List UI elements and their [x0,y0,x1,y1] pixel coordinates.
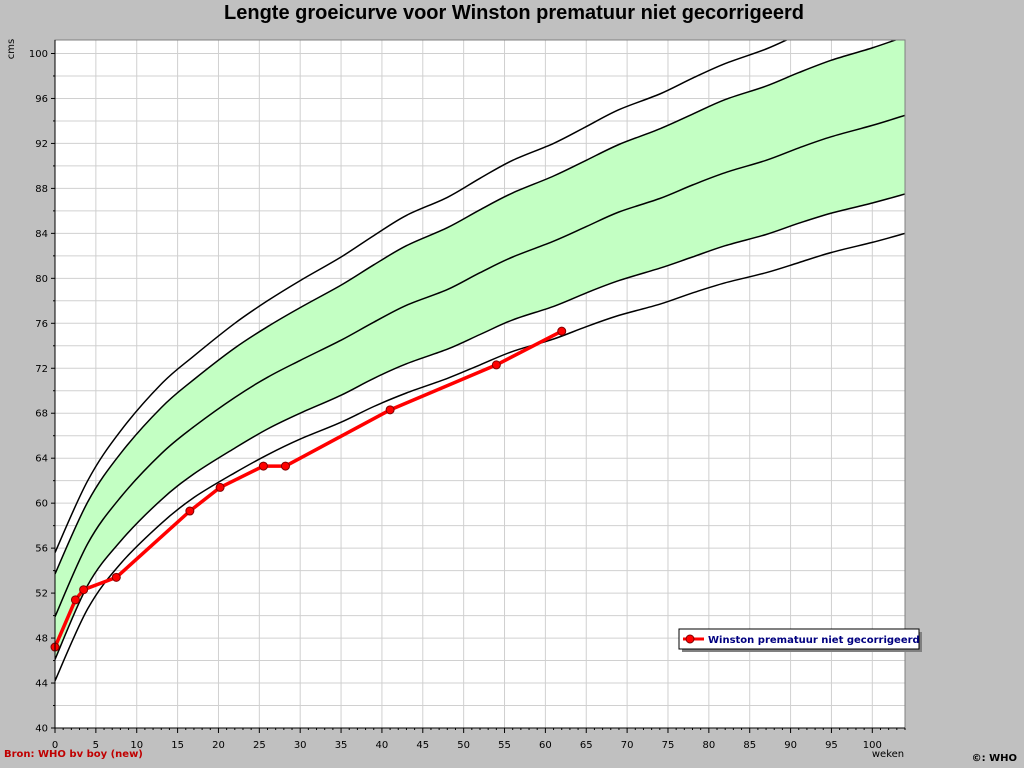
y-tick-label: 68 [35,409,48,420]
x-tick-label: 40 [376,740,389,751]
legend-box [678,628,920,650]
y-tick-label: 56 [35,544,48,555]
y-tick-label: 72 [35,364,48,375]
x-tick-label: 35 [335,740,348,751]
patient-series [50,326,567,652]
data-point [385,405,395,415]
x-tick-label: 45 [416,740,429,751]
x-tick-label: 20 [212,740,225,751]
y-tick-label: 84 [35,229,48,240]
y-tick-label: 76 [35,319,48,330]
data-point [111,572,121,582]
x-tick-label: 100 [863,740,882,751]
y-tick-label: 100 [29,49,48,60]
y-tick-label: 52 [35,589,48,600]
axes: 40 44 48 52 56 60 64 68 72 76 80 84 88 92 96 100 0 5 10 15 2… [29,39,906,751]
copyright-label: ©: WHO [972,753,1017,764]
data-point [185,506,195,516]
x-tick-label: 85 [743,740,756,751]
x-tick-label: 90 [784,740,797,751]
x-tick-label: 70 [621,740,634,751]
x-axis-label: weken [872,749,904,760]
y-tick-label: 60 [35,499,48,510]
x-tick-label: 0 [52,740,58,751]
y-tick-label: 44 [35,679,48,690]
data-point [491,360,501,370]
source-label: Bron: WHO bv boy (new) [4,749,143,760]
data-point [258,461,268,471]
y-tick-label: 92 [35,139,48,150]
normal-range-band [55,40,905,660]
reference-curve-5 [55,40,789,553]
reference-curve-1 [55,232,905,682]
y-tick-label: 88 [35,184,48,195]
legend: Winston prematuur niet gecorrigeerd [678,628,922,652]
y-tick-label: 64 [35,454,48,465]
y-tick-label: 40 [35,724,48,735]
data-point [557,326,567,336]
legend-entry: Winston prematuur niet gecorrigeerd [708,635,920,646]
reference-curve-3 [55,114,905,618]
y-tick-label: 80 [35,274,48,285]
reference-curve-2 [55,193,905,660]
x-tick-label: 15 [171,740,184,751]
x-tick-label: 5 [93,740,99,751]
data-point [70,595,80,605]
band-fill [55,40,905,660]
x-tick-label: 10 [130,740,143,751]
data-point [79,585,89,595]
data-point [215,482,225,492]
data-point [280,461,290,471]
x-tick-label: 75 [662,740,675,751]
x-tick-label: 25 [253,740,266,751]
x-tick-label: 50 [457,740,470,751]
y-tick-label: 48 [35,634,48,645]
x-tick-label: 30 [294,740,307,751]
reference-curves [55,40,905,682]
x-tick-label: 95 [825,740,838,751]
legend-marker-swatch [685,634,695,644]
x-tick-label: 60 [539,740,552,751]
reference-curve-4 [55,40,898,575]
x-tick-label: 80 [702,740,715,751]
y-axis-label: cms [6,39,17,59]
y-tick-label: 96 [35,94,48,105]
x-tick-label: 55 [498,740,511,751]
x-tick-label: 65 [580,740,593,751]
chart-title: Lengte groeicurve voor Winston prematuur… [224,2,804,24]
